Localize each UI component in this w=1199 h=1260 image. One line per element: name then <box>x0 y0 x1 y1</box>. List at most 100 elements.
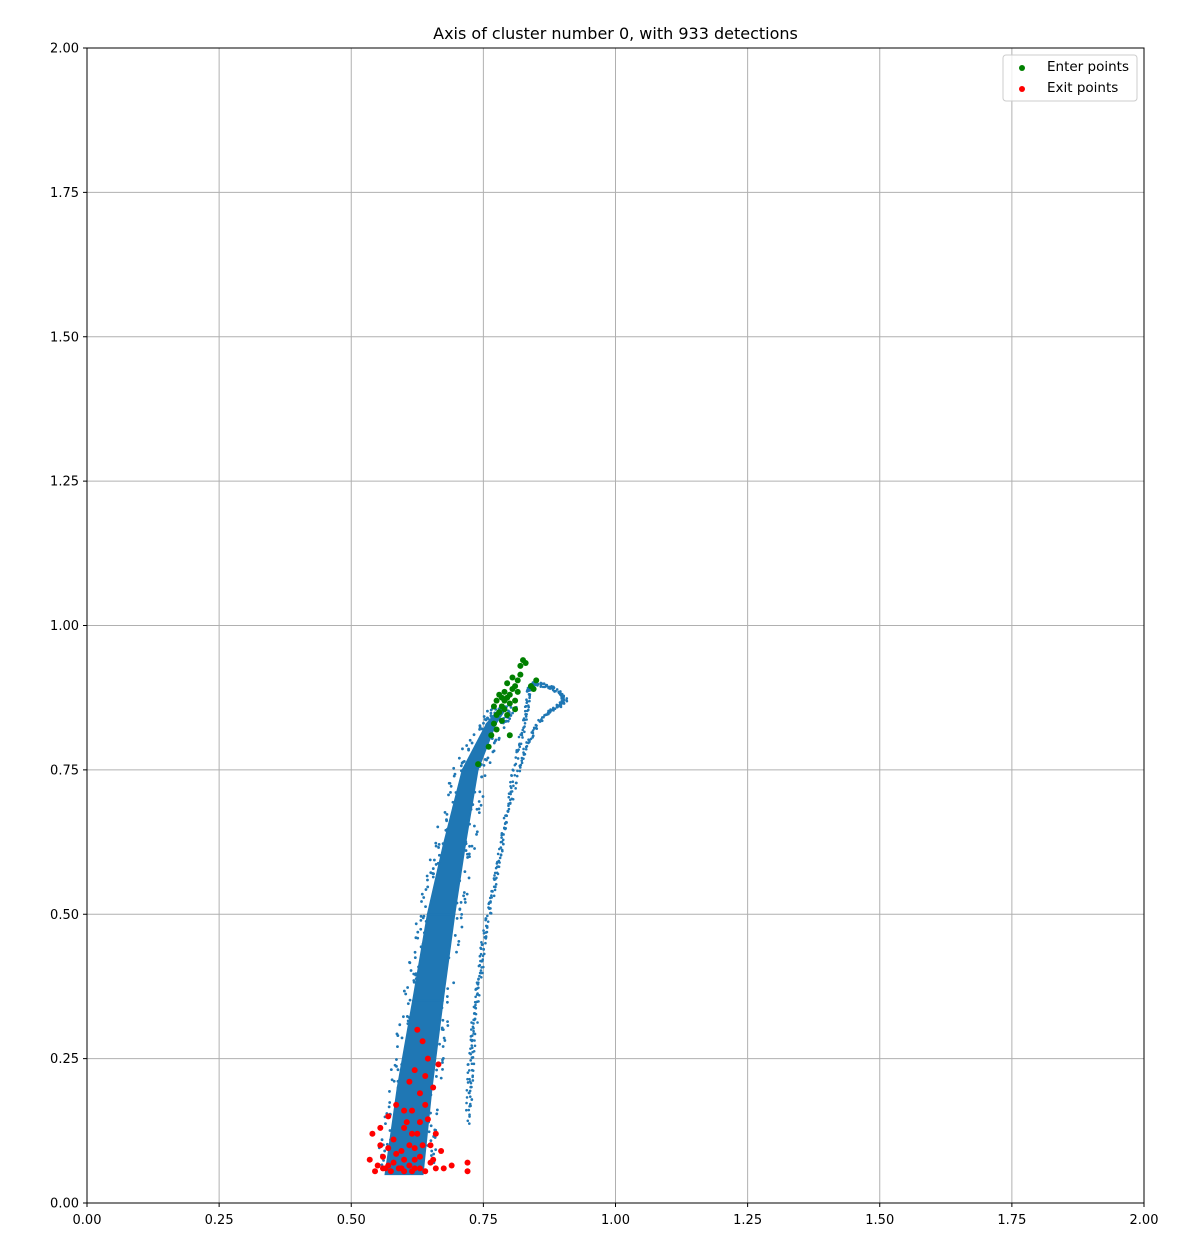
trajectory-point <box>436 825 440 829</box>
trajectory-point <box>497 865 501 869</box>
trajectory-point <box>452 774 456 778</box>
trajectory-point <box>389 1068 393 1072</box>
trajectory-point <box>404 992 408 996</box>
exit-point <box>385 1145 392 1152</box>
trajectory-point <box>464 842 468 846</box>
trajectory-point <box>489 708 493 712</box>
exit-point <box>416 1165 423 1172</box>
trajectory-point <box>435 1068 439 1072</box>
x-tick-label: 1.00 <box>601 1213 630 1228</box>
exit-point <box>411 1145 418 1152</box>
trajectory-point <box>509 706 513 709</box>
trajectory-point <box>470 741 474 745</box>
trajectory-point <box>524 715 528 718</box>
trajectory-point <box>508 802 512 805</box>
trajectory-point <box>478 974 481 978</box>
trajectory-point <box>482 948 485 951</box>
trajectory-point <box>474 995 477 999</box>
trajectory-point <box>488 907 491 910</box>
trajectory-point <box>482 929 485 932</box>
trajectory-point <box>475 832 478 836</box>
trajectory-point <box>493 871 497 875</box>
trajectory-point <box>459 916 463 920</box>
trajectory-point <box>477 993 481 997</box>
trajectory-point <box>473 847 476 850</box>
trajectory-point <box>461 747 464 751</box>
trajectory-point <box>467 1091 471 1095</box>
trajectory-point <box>419 945 423 949</box>
trajectory-point <box>466 1081 470 1084</box>
exit-point <box>424 1055 431 1062</box>
trajectory-point <box>459 769 463 773</box>
exit-point <box>448 1162 455 1169</box>
trajectory-point <box>500 836 503 839</box>
trajectory-point <box>417 965 420 969</box>
trajectory-point <box>412 980 416 984</box>
trajectory-point <box>467 1108 471 1112</box>
trajectory-point <box>493 878 496 881</box>
trajectory-point <box>471 1055 475 1059</box>
enter-point <box>506 700 513 707</box>
enter-point <box>493 726 500 733</box>
trajectory-point <box>395 1058 398 1061</box>
trajectory-point <box>530 731 534 734</box>
trajectory-point <box>468 738 472 742</box>
trajectory-point <box>465 1108 468 1112</box>
trajectory-point <box>424 888 428 891</box>
trajectory-point <box>431 875 435 879</box>
trajectory-point <box>565 697 569 700</box>
trajectory-point <box>476 982 479 986</box>
enter-point <box>504 712 511 719</box>
trajectory-point <box>480 975 483 979</box>
trajectory-point <box>414 922 418 926</box>
trajectory-point <box>468 844 471 848</box>
trajectory-point <box>434 863 438 866</box>
trajectory-point <box>507 807 511 811</box>
trajectory-point <box>534 726 538 730</box>
enter-point <box>504 680 511 687</box>
trajectory-point <box>548 685 551 689</box>
exit-point <box>414 1026 421 1033</box>
y-tick-label: 0.75 <box>50 763 79 778</box>
exit-point <box>411 1067 418 1074</box>
exit-point <box>387 1168 394 1175</box>
trajectory-point <box>527 708 530 712</box>
exit-point <box>403 1119 410 1126</box>
trajectory-point <box>513 763 517 767</box>
trajectory-point <box>409 969 413 972</box>
trajectory-point <box>452 805 456 809</box>
trajectory-point <box>385 1142 389 1146</box>
trajectory-point <box>539 681 543 685</box>
trajectory-point <box>452 981 456 985</box>
trajectory-point <box>477 807 481 811</box>
enter-point <box>493 697 500 704</box>
trajectory-point <box>445 819 449 823</box>
trajectory-point <box>523 709 527 713</box>
enter-point <box>512 683 519 690</box>
trajectory-point <box>467 748 470 752</box>
trajectory-point <box>441 842 445 846</box>
trajectory-point <box>416 930 420 934</box>
trajectory-point <box>457 940 461 943</box>
trajectory-point <box>549 710 552 713</box>
trajectory-point <box>459 900 463 904</box>
exit-point <box>374 1162 381 1169</box>
x-tick-label: 0.00 <box>73 1213 102 1228</box>
trajectory-point <box>478 954 482 958</box>
trajectory-point <box>454 791 458 794</box>
trajectory-point <box>463 870 467 874</box>
trajectory-point <box>472 1018 475 1022</box>
trajectory-point <box>465 744 469 747</box>
trajectory-point <box>471 1069 475 1072</box>
trajectory-point <box>422 931 426 935</box>
exit-point <box>414 1130 421 1137</box>
trajectory-point <box>458 879 462 883</box>
trajectory-point <box>466 1071 470 1074</box>
trajectory-point <box>406 986 410 989</box>
trajectory-point <box>486 914 489 918</box>
trajectory-point <box>424 919 428 923</box>
trajectory-point <box>472 824 476 828</box>
trajectory-point <box>483 717 487 721</box>
trajectory-point <box>504 814 508 817</box>
trajectory-point <box>405 1015 409 1018</box>
